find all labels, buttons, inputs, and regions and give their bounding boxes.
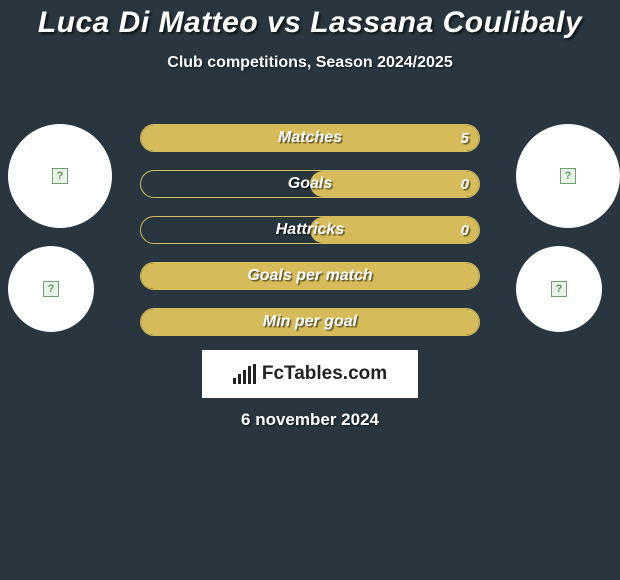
stat-bar: Min per goal bbox=[140, 308, 480, 336]
stat-bar-value-right: 0 bbox=[461, 217, 469, 243]
avatars-right-column: ? ? bbox=[516, 124, 620, 332]
image-placeholder-icon: ? bbox=[560, 168, 576, 184]
stat-bar: Matches5 bbox=[140, 124, 480, 152]
player-left-avatar: ? bbox=[8, 124, 112, 228]
player-right-avatar: ? bbox=[516, 124, 620, 228]
stat-bar: Goals0 bbox=[140, 170, 480, 198]
image-placeholder-icon: ? bbox=[52, 168, 68, 184]
stat-bar-label: Goals per match bbox=[141, 263, 479, 289]
stat-bar-value-right: 5 bbox=[461, 125, 469, 151]
watermark-text: FcTables.com bbox=[262, 363, 387, 385]
stat-bar: Goals per match bbox=[140, 262, 480, 290]
stat-bar-label: Min per goal bbox=[141, 309, 479, 335]
page-subtitle: Club competitions, Season 2024/2025 bbox=[0, 54, 620, 72]
image-placeholder-icon: ? bbox=[43, 281, 59, 297]
team-left-avatar: ? bbox=[8, 246, 94, 332]
avatars-left-column: ? ? bbox=[8, 124, 112, 332]
stat-bar: Hattricks0 bbox=[140, 216, 480, 244]
bars-logo-icon bbox=[233, 364, 256, 384]
stat-bar-label: Hattricks bbox=[141, 217, 479, 243]
date-text: 6 november 2024 bbox=[0, 410, 620, 430]
stat-bar-label: Matches bbox=[141, 125, 479, 151]
stat-bar-label: Goals bbox=[141, 171, 479, 197]
page-title: Luca Di Matteo vs Lassana Coulibaly bbox=[0, 0, 620, 40]
watermark: FcTables.com bbox=[202, 350, 418, 398]
stat-bar-value-right: 0 bbox=[461, 171, 469, 197]
image-placeholder-icon: ? bbox=[551, 281, 567, 297]
comparison-bars: Matches5Goals0Hattricks0Goals per matchM… bbox=[140, 124, 480, 336]
team-right-avatar: ? bbox=[516, 246, 602, 332]
